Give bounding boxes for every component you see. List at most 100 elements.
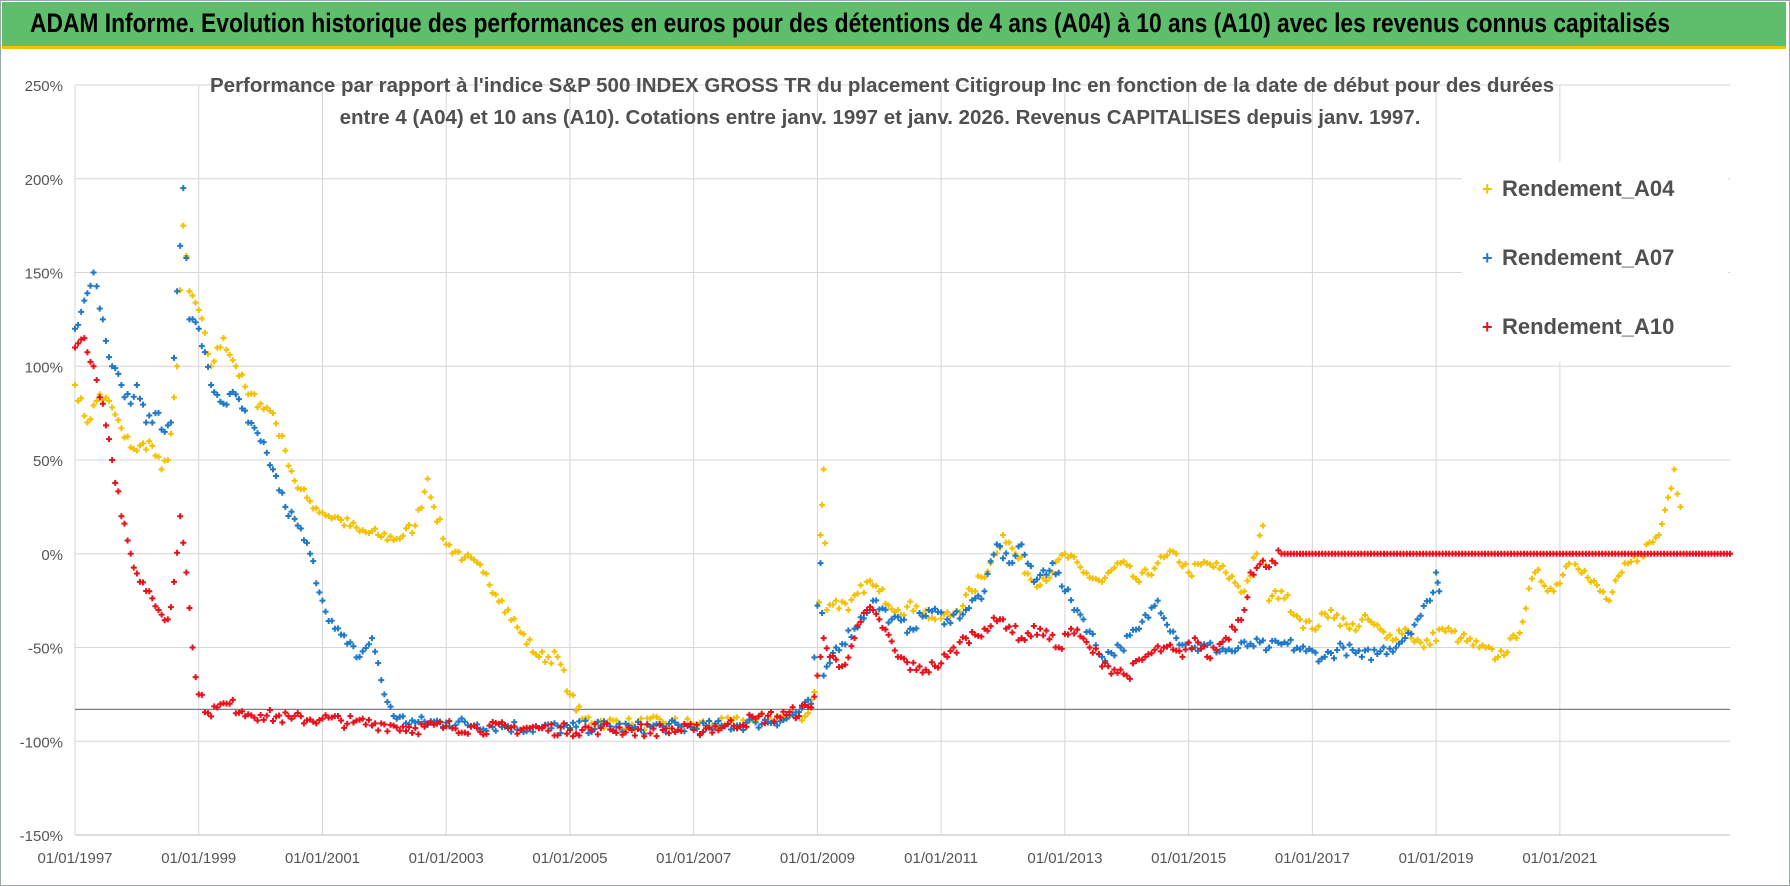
data-point (907, 666, 914, 673)
data-point (1120, 558, 1127, 565)
data-point (1290, 611, 1297, 618)
data-point (1609, 589, 1616, 596)
data-point (947, 613, 954, 620)
data-point (1102, 574, 1109, 581)
data-point (106, 354, 113, 361)
data-point (1318, 655, 1325, 662)
data-point (1219, 638, 1226, 645)
data-point (1114, 641, 1121, 648)
data-point (981, 574, 988, 581)
data-point (285, 713, 292, 720)
data-point (1677, 503, 1684, 510)
data-point (1303, 648, 1310, 655)
data-point (96, 305, 103, 312)
x-tick-label: 01/01/2007 (656, 850, 731, 867)
data-point (822, 540, 829, 547)
data-point (81, 297, 88, 304)
data-point (1266, 564, 1273, 571)
data-point (842, 661, 849, 668)
data-point (399, 723, 406, 730)
data-point (492, 591, 499, 598)
data-point (699, 719, 706, 726)
data-point (669, 717, 676, 724)
data-point (99, 316, 106, 323)
data-point (149, 419, 156, 426)
data-point (322, 712, 329, 719)
data-point (823, 607, 830, 613)
data-point (1030, 623, 1037, 630)
data-point (1133, 657, 1140, 664)
data-point (186, 288, 193, 295)
data-point (1507, 635, 1514, 642)
data-point (471, 722, 478, 729)
data-point (941, 651, 948, 658)
data-point (220, 335, 227, 342)
data-point (112, 479, 119, 486)
data-point (109, 363, 116, 370)
data-point (1250, 554, 1257, 561)
data-point (427, 719, 434, 726)
data-point (266, 407, 273, 414)
data-point (529, 649, 536, 656)
data-point (356, 528, 363, 535)
data-point (1434, 579, 1441, 586)
data-point (310, 558, 317, 565)
data-point (1312, 626, 1319, 633)
data-point (505, 606, 512, 613)
data-point (1037, 571, 1044, 578)
data-point (1315, 658, 1322, 665)
data-point (1624, 560, 1631, 567)
data-point (1281, 639, 1288, 646)
data-point (780, 717, 787, 724)
data-point (480, 569, 487, 576)
data-point (217, 344, 224, 351)
data-point (214, 391, 221, 398)
data-point (1049, 560, 1056, 567)
data-point (526, 724, 533, 731)
data-point (916, 663, 923, 670)
data-point (136, 442, 143, 449)
data-point (585, 714, 592, 721)
data-point (576, 718, 583, 725)
data-point (384, 698, 391, 705)
x-tick-label: 01/01/2019 (1399, 850, 1474, 867)
data-point (1547, 585, 1554, 592)
data-point (1015, 637, 1022, 644)
data-point (1399, 638, 1406, 645)
data-point (1272, 637, 1279, 644)
data-point (464, 730, 471, 737)
data-point (1250, 643, 1257, 650)
data-point (570, 719, 577, 726)
data-point (746, 711, 753, 718)
data-point (1219, 645, 1226, 652)
data-point (1207, 561, 1214, 568)
data-point (109, 457, 116, 463)
data-point (594, 718, 601, 725)
data-point (1154, 560, 1161, 567)
data-point (1034, 583, 1041, 590)
data-point (471, 556, 478, 563)
data-point (1024, 630, 1031, 637)
data-point (1207, 655, 1214, 662)
data-point (1275, 595, 1282, 602)
data-point (1117, 560, 1124, 567)
data-point (93, 377, 100, 384)
data-point (966, 605, 973, 612)
data-point (201, 349, 208, 356)
data-point (922, 666, 929, 673)
data-point (1095, 577, 1102, 584)
data-point (1182, 560, 1189, 567)
data-point (480, 726, 487, 733)
data-point (848, 596, 855, 603)
data-point (941, 611, 948, 618)
data-point (808, 704, 815, 711)
data-point (344, 640, 351, 647)
data-point (418, 713, 425, 720)
data-point (659, 727, 666, 733)
data-point (724, 721, 731, 728)
data-point (1365, 616, 1372, 623)
data-point (1361, 611, 1368, 618)
data-point (118, 513, 125, 520)
data-point (251, 391, 258, 398)
data-point (1071, 554, 1078, 561)
